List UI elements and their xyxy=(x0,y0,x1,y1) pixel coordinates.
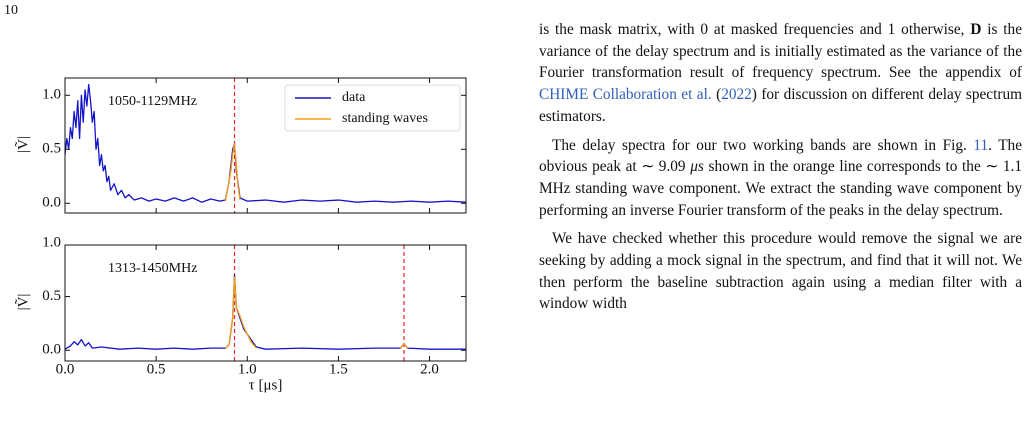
x-tick-label: 2.0 xyxy=(420,361,439,377)
x-tick-label: 1.0 xyxy=(238,361,257,377)
y-tick-label: 0.5 xyxy=(42,141,61,157)
data-line xyxy=(65,274,466,350)
y-tick-label: 0.5 xyxy=(42,288,61,304)
y-tick-label: 1.0 xyxy=(42,234,61,250)
x-axis-label: τ [μs] xyxy=(249,377,283,393)
page-number: 10 xyxy=(4,3,18,18)
figure-link[interactable]: 11 xyxy=(973,136,989,154)
text: ( xyxy=(711,86,722,104)
y-tick-label: 0.0 xyxy=(42,342,61,358)
paragraph: is the mask matrix, with 0 at masked fre… xyxy=(539,19,1022,128)
y-tick-label: 0.0 xyxy=(42,195,61,211)
text: The delay spectra for our two working ba… xyxy=(552,136,974,154)
text-column: is the mask matrix, with 0 at masked fre… xyxy=(539,19,1022,322)
paragraph: The delay spectra for our two working ba… xyxy=(539,135,1022,222)
legend-label: standing waves xyxy=(342,111,428,126)
text: We have checked whether this procedure w… xyxy=(539,230,1022,313)
text: is the variance of the delay spectrum an… xyxy=(539,21,1022,82)
legend-label: data xyxy=(342,90,366,105)
citation-link[interactable]: CHIME Collaboration et al. xyxy=(539,86,712,104)
text: ) for discussion on different delay spec… xyxy=(539,86,1022,125)
text: is the mask matrix, with 0 at masked fre… xyxy=(539,21,971,38)
x-tick-label: 1.5 xyxy=(329,361,348,377)
y-axis-label: |Ṽ| xyxy=(14,294,31,311)
data-line xyxy=(224,276,409,349)
y-tick-label: 1.0 xyxy=(42,87,61,103)
annotation: 1050-1129MHz xyxy=(108,94,197,109)
axes-frame xyxy=(64,244,467,362)
y-axis-label: |Ṽ| xyxy=(14,136,31,153)
figure: 0.0 0.5 1.0 1050-1129MHz |Ṽ| data standing wav… xyxy=(14,77,467,393)
data-line xyxy=(224,143,241,202)
text: . The obvious peak at ∼ 9.09 xyxy=(539,136,1022,176)
axes-frame xyxy=(64,77,467,214)
math: D xyxy=(970,21,982,38)
x-tick-label: 0.0 xyxy=(56,361,75,377)
x-tick-label: 0.5 xyxy=(147,361,166,377)
annotation: 1313-1450MHz xyxy=(108,261,197,276)
text: shown in the orange line corresponds to … xyxy=(539,158,1022,219)
data-line xyxy=(65,83,466,203)
math: μs xyxy=(690,158,704,176)
paragraph: We have checked whether this procedure w… xyxy=(539,228,1022,315)
citation-link[interactable]: 2022 xyxy=(721,86,752,104)
